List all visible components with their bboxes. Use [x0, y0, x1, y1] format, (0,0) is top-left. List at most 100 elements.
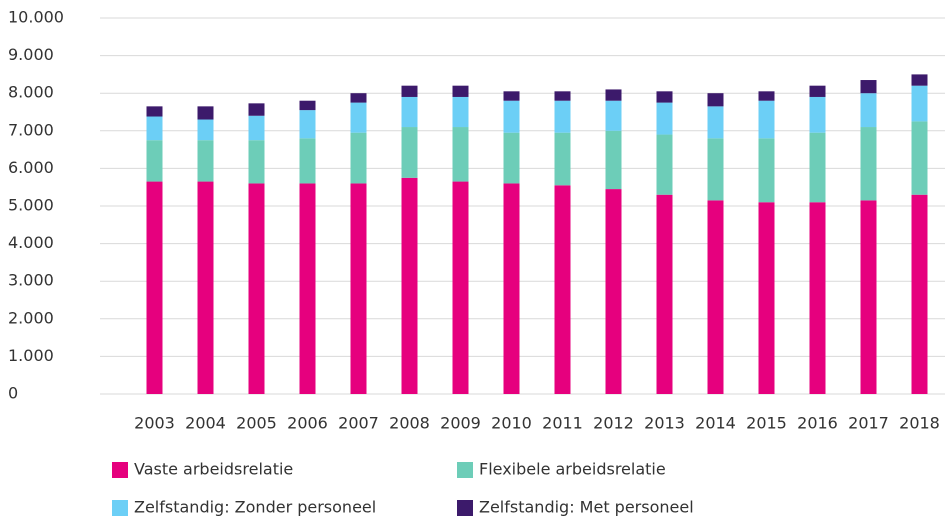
- bar-segment: [401, 85, 418, 97]
- bar-segment: [503, 100, 520, 133]
- x-tick-label: 2011: [542, 414, 583, 433]
- x-tick-label: 2003: [134, 414, 175, 433]
- x-tick-label: 2015: [746, 414, 787, 433]
- x-tick-label: 2004: [185, 414, 226, 433]
- x-tick-label: 2017: [848, 414, 889, 433]
- bar-segment: [758, 100, 775, 139]
- bar-segment: [605, 130, 622, 190]
- legend-swatch: [112, 500, 128, 516]
- bar-segment: [656, 91, 673, 103]
- bar-segment: [350, 93, 367, 103]
- bar-segment: [401, 127, 418, 178]
- bar-segment: [197, 140, 214, 182]
- bar-segment: [299, 110, 316, 139]
- bar-segment: [350, 183, 367, 394]
- bar-segment: [605, 189, 622, 394]
- bar-segment: [146, 116, 163, 141]
- bar-segment: [248, 140, 265, 184]
- x-tick-label: 2009: [440, 414, 481, 433]
- x-tick-label: 2013: [644, 414, 685, 433]
- bar-segment: [452, 181, 469, 394]
- bar-segment: [809, 202, 826, 394]
- bar-segment: [860, 93, 877, 128]
- x-tick-label: 2016: [797, 414, 838, 433]
- bar-segment: [146, 181, 163, 394]
- bar-segment: [809, 132, 826, 203]
- y-tick-label: 7.000: [8, 120, 54, 139]
- bar-segment: [554, 91, 571, 101]
- bar-segment: [401, 177, 418, 394]
- bar-segment: [758, 202, 775, 394]
- x-tick-label: 2014: [695, 414, 736, 433]
- bar-segment: [197, 181, 214, 394]
- bar-segment: [911, 74, 928, 86]
- bar-segment: [911, 194, 928, 394]
- y-tick-label: 8.000: [8, 83, 54, 102]
- x-tick-label: 2010: [491, 414, 532, 433]
- y-tick-label: 9.000: [8, 45, 54, 64]
- bar-segment: [401, 96, 418, 128]
- bar-segment: [452, 96, 469, 128]
- y-tick-label: 1.000: [8, 346, 54, 365]
- bar-segment: [707, 200, 724, 394]
- legend-swatch: [457, 500, 473, 516]
- bar-segment: [758, 91, 775, 101]
- legend-label: Zelfstandig: Zonder personeel: [134, 498, 376, 517]
- y-tick-label: 4.000: [8, 233, 54, 252]
- legend-swatch: [112, 462, 128, 478]
- bar-segment: [248, 103, 265, 116]
- x-tick-label: 2008: [389, 414, 430, 433]
- bar-segment: [146, 106, 163, 117]
- bar-segment: [911, 85, 928, 122]
- bar-segment: [860, 127, 877, 201]
- x-tick-label: 2018: [899, 414, 940, 433]
- bar-segment: [605, 100, 622, 131]
- bar-segment: [248, 183, 265, 394]
- bar-segment: [656, 102, 673, 135]
- bar-segment: [707, 138, 724, 201]
- bar-segment: [197, 106, 214, 120]
- bar-segment: [707, 93, 724, 107]
- bar-segment: [911, 121, 928, 195]
- bar-segment: [554, 132, 571, 186]
- y-tick-label: 6.000: [8, 158, 54, 177]
- y-tick-label: 0: [8, 384, 18, 403]
- bar-segment: [554, 100, 571, 133]
- legend-label: Flexibele arbeidsrelatie: [479, 460, 666, 479]
- y-tick-label: 5.000: [8, 196, 54, 215]
- bar-segment: [350, 132, 367, 184]
- bar-segment: [299, 138, 316, 184]
- bar-segment: [707, 106, 724, 139]
- bar-segment: [452, 127, 469, 182]
- bar-segment: [656, 194, 673, 394]
- x-tick-label: 2007: [338, 414, 379, 433]
- bar-segment: [197, 119, 214, 141]
- bar-segment: [503, 132, 520, 184]
- bar-segment: [248, 115, 265, 141]
- bar-segment: [503, 183, 520, 394]
- y-tick-label: 3.000: [8, 271, 54, 290]
- bar-segment: [809, 85, 826, 97]
- bar-segment: [299, 100, 316, 111]
- bar-segment: [860, 80, 877, 94]
- x-tick-label: 2006: [287, 414, 328, 433]
- legend-swatch: [457, 462, 473, 478]
- bar-segment: [605, 89, 622, 101]
- bar-segment: [503, 91, 520, 101]
- bar-segment: [554, 185, 571, 394]
- bar-segment: [758, 138, 775, 203]
- bar-segment: [299, 183, 316, 394]
- bar-segment: [350, 102, 367, 133]
- y-tick-label: 10.000: [8, 8, 64, 27]
- legend-label: Zelfstandig: Met personeel: [479, 498, 694, 517]
- x-tick-label: 2005: [236, 414, 277, 433]
- bar-segment: [809, 96, 826, 133]
- x-tick-label: 2012: [593, 414, 634, 433]
- legend-label: Vaste arbeidsrelatie: [134, 460, 293, 479]
- bar-segment: [452, 85, 469, 97]
- y-tick-label: 2.000: [8, 308, 54, 327]
- bar-segment: [656, 134, 673, 195]
- bar-segment: [860, 200, 877, 394]
- bar-segment: [146, 140, 163, 182]
